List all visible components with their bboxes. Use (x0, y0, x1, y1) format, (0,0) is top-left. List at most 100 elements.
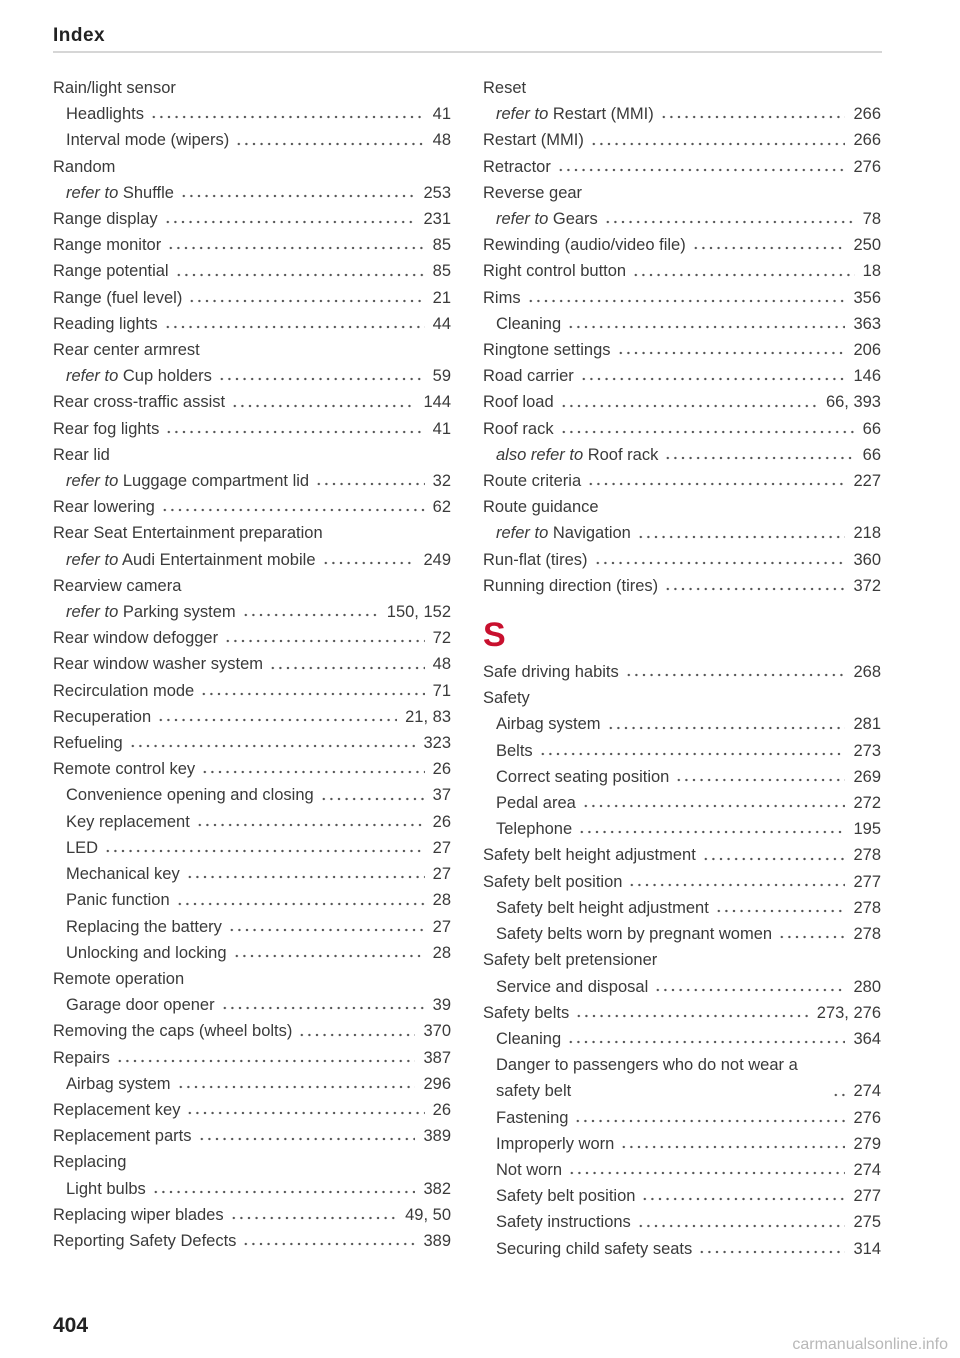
page-ref: 272 (853, 794, 881, 813)
page-ref: 363 (853, 314, 881, 333)
index-entry: Replacement parts 389 (53, 1123, 451, 1149)
dot-leader (559, 429, 855, 434)
index-subentry: refer to Shuffle 253 (53, 180, 451, 206)
entry-term: Replacing the battery (66, 914, 222, 940)
page-ref: 281 (853, 715, 881, 734)
dot-leader (567, 1040, 846, 1045)
header-rule (53, 51, 882, 53)
cross-reference: refer to (66, 603, 119, 622)
index-subentry: Safety belt height adjustment 278 (483, 895, 881, 921)
page-ref: 389 (423, 1127, 451, 1146)
term-text: Range potential (53, 262, 169, 281)
entry-term: Safety belt position (483, 869, 622, 895)
page-ref: 218 (853, 524, 881, 543)
dot-leader (714, 909, 846, 914)
page-ref: 49, 50 (405, 1205, 451, 1224)
index-entry: Replacement key 26 (53, 1097, 451, 1123)
dot-leader (149, 115, 425, 120)
page-ref: 28 (432, 943, 451, 962)
index-entry: Ringtone settings 206 (483, 337, 881, 363)
cross-reference: refer to (66, 183, 119, 202)
term-text: Rear fog lights (53, 419, 160, 438)
term-text: Roof rack (587, 445, 659, 464)
term-text: Cup holders (122, 367, 212, 386)
entry-term: Recuperation (53, 704, 151, 730)
dot-leader (160, 508, 425, 513)
page-ref: 39 (432, 996, 451, 1015)
term-text: Rear window washer system (53, 655, 263, 674)
term-text: Mechanical key (66, 865, 180, 884)
page-ref: 276 (853, 157, 881, 176)
entry-term: Safe driving habits (483, 659, 619, 685)
term-text: Rear cross-traffic assist (53, 393, 226, 412)
page-ref: 48 (432, 131, 451, 150)
term-text: Parking system (122, 603, 236, 622)
page-ref: 26 (432, 760, 451, 779)
term-text: LED (66, 838, 99, 857)
entry-term: Rewinding (audio/video file) (483, 232, 686, 258)
index-subentry: refer to Parking system 150, 152 (53, 599, 451, 625)
term-text: Rewinding (audio/video file) (483, 236, 686, 255)
index-entry: Run-flat (tires) 360 (483, 547, 881, 573)
entry-term: Rear Seat Entertainment preparation (53, 520, 323, 546)
page-ref: 278 (853, 846, 881, 865)
dot-leader (616, 351, 846, 356)
term-text: Fastening (496, 1108, 569, 1127)
page-ref: 59 (432, 367, 451, 386)
term-text: Replacing the battery (66, 917, 222, 936)
dot-leader (567, 325, 846, 330)
entry-term: Recirculation mode (53, 678, 194, 704)
term-text: Safety belt height adjustment (496, 898, 709, 917)
index-subentry: Airbag system 296 (53, 1071, 451, 1097)
entry-term: Reading lights (53, 311, 158, 337)
page-ref: 323 (423, 734, 451, 753)
index-subentry: Belts 273 (483, 738, 881, 764)
term-text: Airbag system (496, 715, 601, 734)
term-text: Convenience opening and closing (66, 786, 314, 805)
term-text: Rear center armrest (53, 341, 200, 360)
index-entry: Refueling 323 (53, 730, 451, 756)
index-entry: Range monitor 85 (53, 232, 451, 258)
page-ref: 274 (853, 1082, 881, 1101)
dot-leader (220, 1006, 425, 1011)
page-ref: 387 (423, 1048, 451, 1067)
term-text: Replacement key (53, 1100, 181, 1119)
page-ref: 48 (432, 655, 451, 674)
index-entry: Restart (MMI) 266 (483, 127, 881, 153)
dot-leader (217, 377, 425, 382)
dot-leader (241, 613, 379, 618)
cross-reference: refer to (66, 472, 119, 491)
dot-leader (179, 194, 416, 199)
term-text: Airbag system (66, 1074, 171, 1093)
entry-term: Headlights (66, 101, 144, 127)
entry-term: Remote operation (53, 966, 184, 992)
page-ref: 274 (853, 1160, 881, 1179)
entry-term: Improperly worn (496, 1131, 614, 1157)
term-text: Restart (MMI) (552, 105, 654, 124)
dot-leader (556, 167, 846, 172)
entry-term: Safety belt height adjustment (496, 895, 709, 921)
index-entry: Roof load 66, 393 (483, 389, 881, 415)
dot-leader (197, 1137, 416, 1142)
index-entry: Repairs 387 (53, 1045, 451, 1071)
entry-term: Securing child safety seats (496, 1236, 692, 1262)
dot-leader (298, 1032, 416, 1037)
index-subentry: Safety instructions 275 (483, 1209, 881, 1235)
dot-leader (195, 822, 425, 827)
index-entry: Safety belt pretensioner (483, 947, 881, 973)
dot-leader (620, 1144, 846, 1149)
term-text: Reading lights (53, 314, 158, 333)
entry-term: Safety belts worn by pregnant women (496, 921, 772, 947)
index-entry: Road carrier 146 (483, 363, 881, 389)
term-text: Correct seating position (496, 767, 670, 786)
page-ref: 249 (423, 550, 451, 569)
page-ref: 146 (853, 367, 881, 386)
dot-leader (578, 830, 846, 835)
term-text: Pedal area (496, 794, 576, 813)
term-text: Safety (483, 689, 530, 708)
page-ref: 18 (862, 262, 881, 281)
dot-leader (157, 718, 398, 723)
entry-term: Reset (483, 75, 526, 101)
index-entry: Rear cross-traffic assist 144 (53, 389, 451, 415)
